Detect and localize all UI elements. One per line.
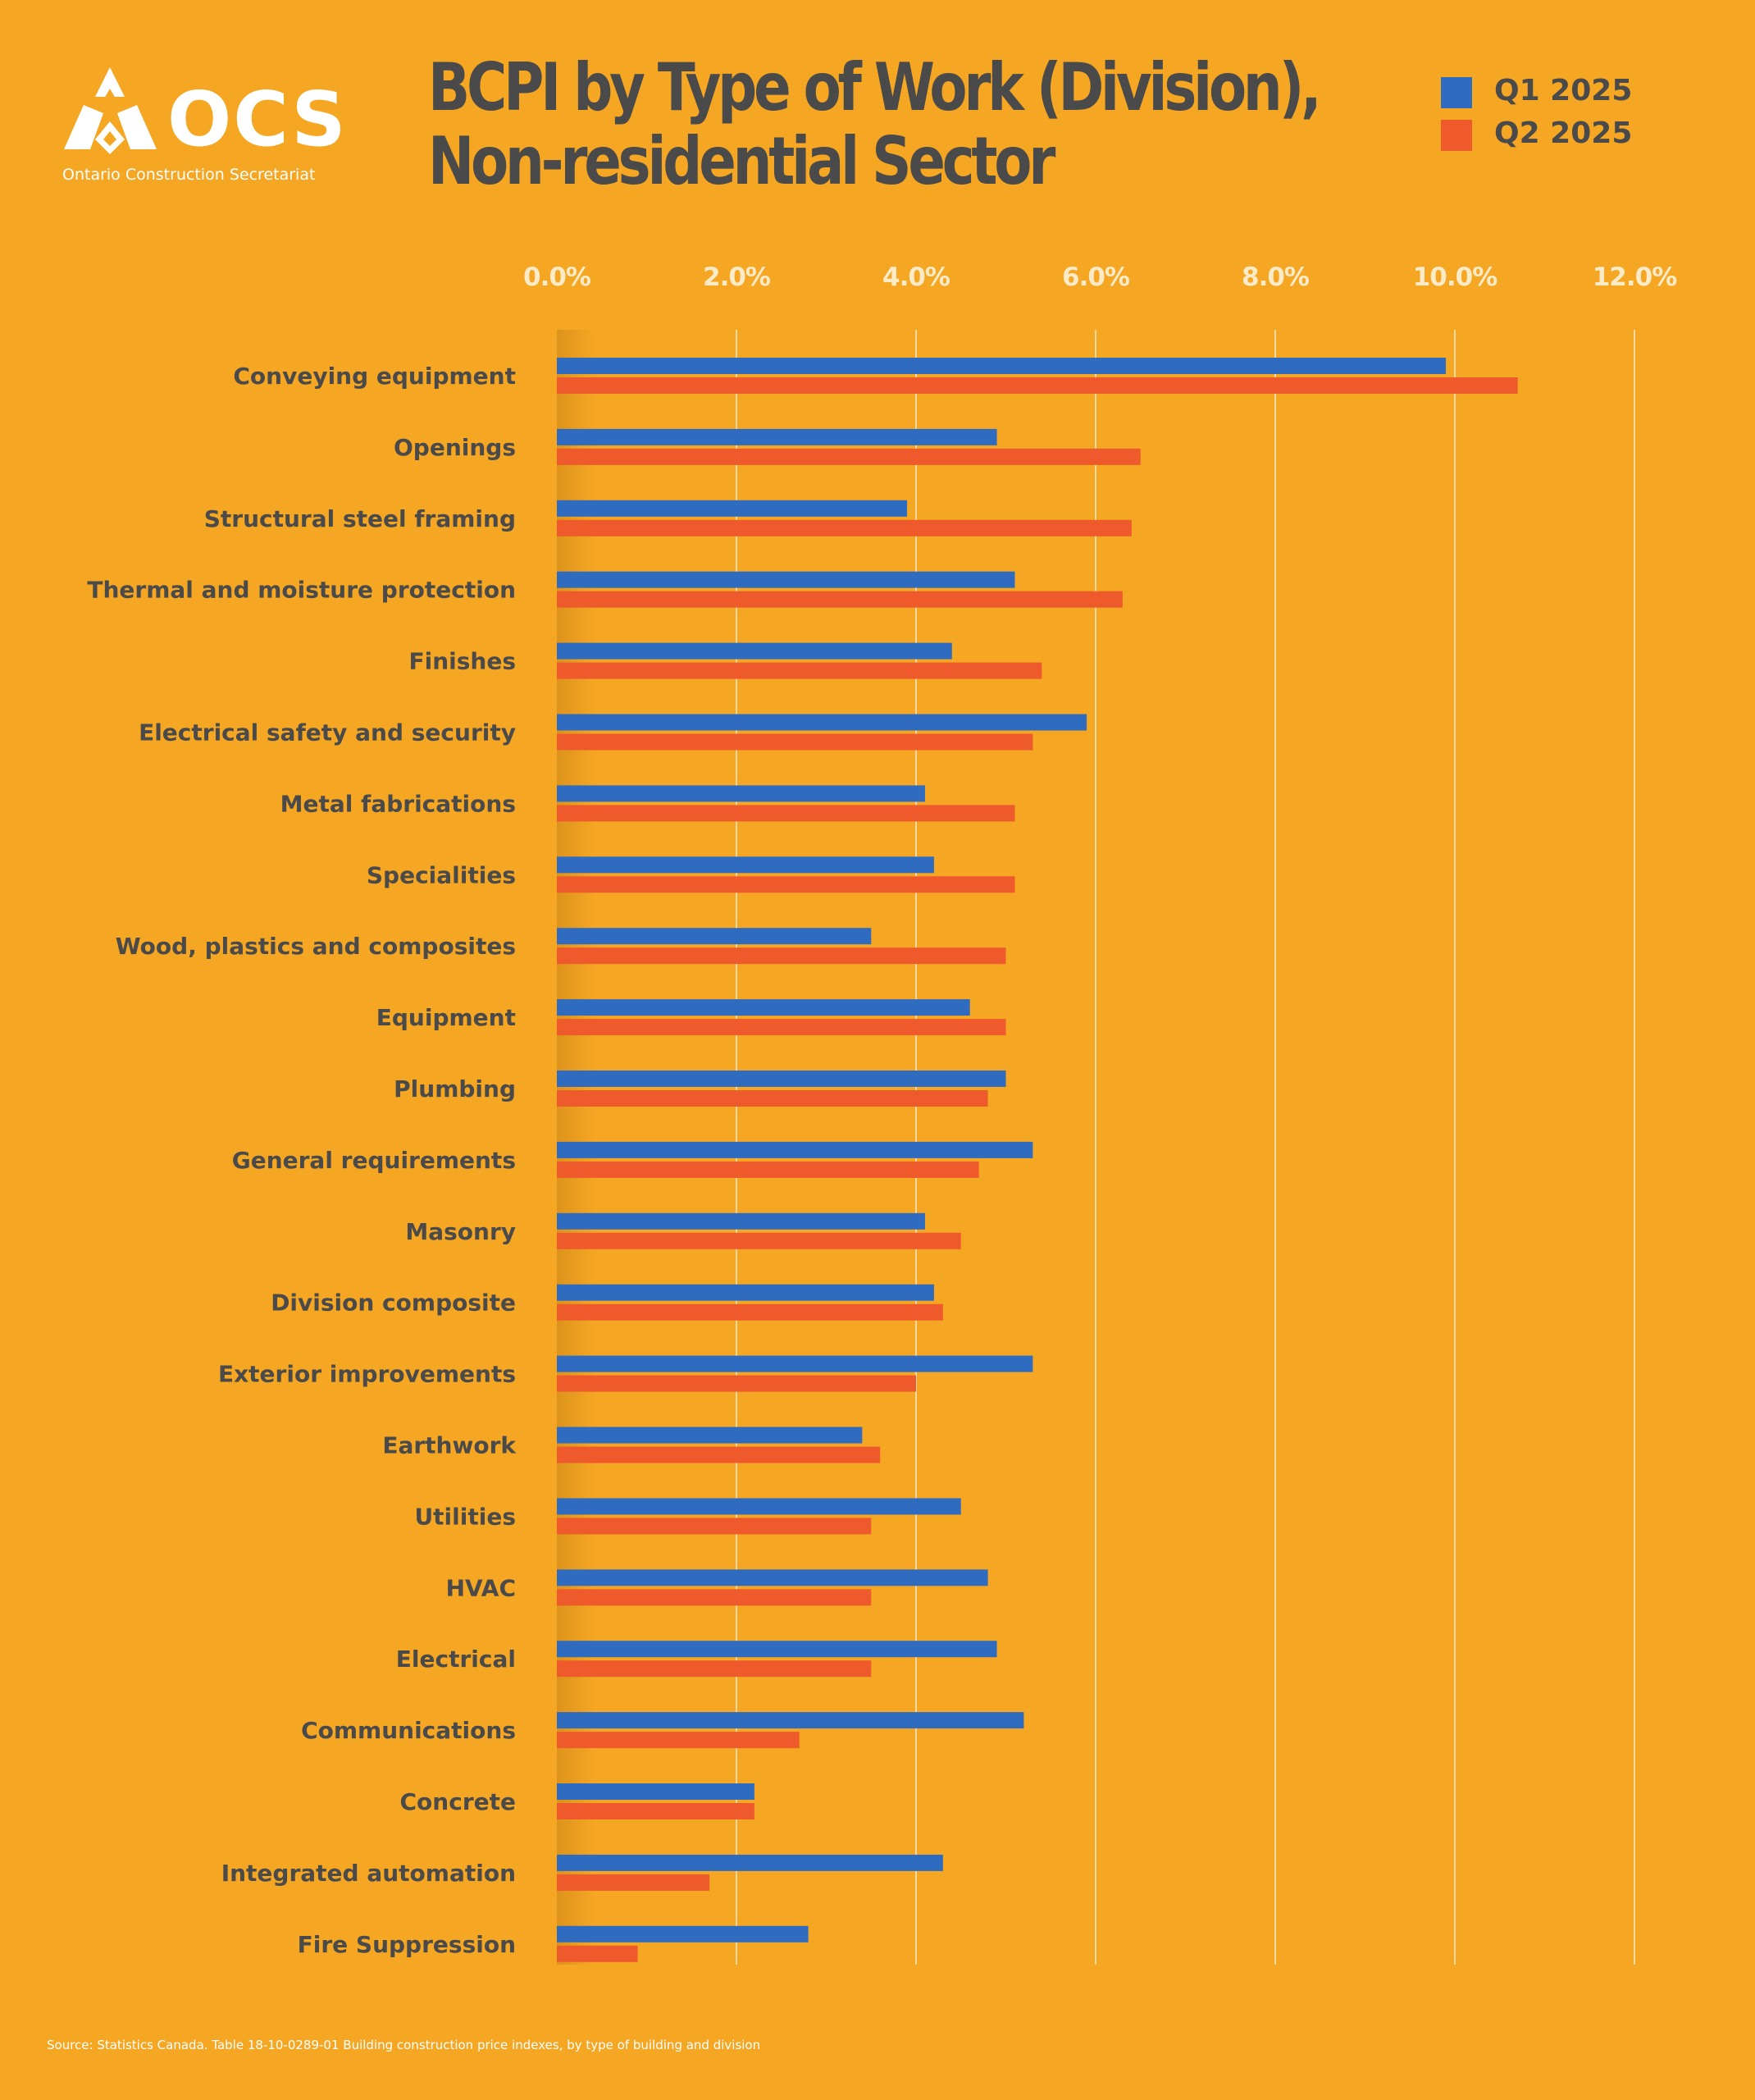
bar-q2 xyxy=(557,1303,943,1321)
category-label: Electrical xyxy=(396,1646,516,1673)
bar-q2 xyxy=(557,1019,1006,1036)
bar-q1 xyxy=(557,928,872,945)
bar-q1 xyxy=(557,1498,961,1515)
category-label: Electrical safety and security xyxy=(139,719,516,746)
chart-title-line-2: Non-residential Sector xyxy=(428,123,1055,199)
bar-q2 xyxy=(557,377,1518,394)
category-label: Concrete xyxy=(400,1788,517,1815)
logo-subtitle: Ontario Construction Secretariat xyxy=(62,166,316,184)
bar-q1 xyxy=(557,785,925,802)
x-tick-label: 12.0% xyxy=(1593,262,1677,292)
chart-title-line-1: BCPI by Type of Work (Division), xyxy=(428,49,1322,126)
category-label: Fire Suppression xyxy=(298,1931,516,1958)
chart-title: BCPI by Type of Work (Division), Non-res… xyxy=(428,49,1322,199)
bar-q2 xyxy=(557,1589,872,1606)
bar-q1 xyxy=(557,1641,997,1658)
bar-q1 xyxy=(557,642,952,660)
bar-q2 xyxy=(557,1446,881,1463)
category-label: General requirements xyxy=(232,1147,516,1174)
bar-q1 xyxy=(557,1712,1024,1729)
x-tick-label: 6.0% xyxy=(1062,262,1130,292)
category-label: Communications xyxy=(301,1717,516,1744)
bar-q1 xyxy=(557,358,1447,374)
bar-q2 xyxy=(557,1803,754,1819)
ocs-logo-icon xyxy=(64,67,157,154)
bar-chart: 0.0% 2.0% 4.0% 6.0% 8.0% 10.0% 12.0% Conveying… xyxy=(87,262,1678,1965)
bar-q2 xyxy=(557,876,1015,893)
bar-q1 xyxy=(557,1783,754,1800)
category-label: Specialities xyxy=(367,861,516,888)
x-tick-label: 4.0% xyxy=(882,262,950,292)
bar-q2 xyxy=(557,662,1042,679)
bar-q2 xyxy=(557,1090,988,1107)
logo-text: OCS xyxy=(167,75,348,163)
category-label: Integrated automation xyxy=(221,1860,516,1887)
bar-q2 xyxy=(557,947,1006,965)
bar-q1 xyxy=(557,428,997,445)
bar-q1 xyxy=(557,1427,863,1444)
category-label: Metal fabrications xyxy=(280,790,516,817)
bar-q2 xyxy=(557,1375,916,1392)
bar-q1 xyxy=(557,1925,809,1942)
category-label: Plumbing xyxy=(394,1075,516,1102)
legend-label-q1: Q1 2025 xyxy=(1494,74,1633,107)
category-label: Wood, plastics and composites xyxy=(116,933,516,960)
bar-q1 xyxy=(557,571,1015,588)
legend-label-q2: Q2 2025 xyxy=(1494,116,1633,150)
bar-q2 xyxy=(557,448,1141,465)
bar-q1 xyxy=(557,1141,1033,1158)
bar-q2 xyxy=(557,1660,872,1678)
bar-q1 xyxy=(557,1071,1006,1087)
bar-q1 xyxy=(557,999,970,1016)
bar-q1 xyxy=(557,856,934,874)
category-label: Finishes xyxy=(408,648,516,675)
category-label: Masonry xyxy=(405,1218,516,1245)
bar-q2 xyxy=(557,805,1015,822)
legend-swatch-q1 xyxy=(1441,77,1472,108)
x-tick-label: 10.0% xyxy=(1413,262,1497,292)
bar-q2 xyxy=(557,1518,872,1535)
category-label: Utilities xyxy=(414,1503,516,1530)
bar-q2 xyxy=(557,1161,979,1178)
bar-q2 xyxy=(557,733,1033,751)
ocs-logo: OCS Ontario Construction Secretariat xyxy=(59,64,346,195)
bar-q1 xyxy=(557,1569,988,1586)
x-tick-label: 2.0% xyxy=(703,262,771,292)
bar-q1 xyxy=(557,1284,934,1301)
bar-q1 xyxy=(557,1854,943,1871)
category-label: Division composite xyxy=(271,1290,516,1317)
category-label: Equipment xyxy=(376,1004,516,1031)
bar-q2 xyxy=(557,1232,961,1249)
category-label: HVAC xyxy=(446,1574,516,1601)
bar-q1 xyxy=(557,1212,925,1230)
category-label: Exterior improvements xyxy=(218,1361,516,1388)
bar-q1 xyxy=(557,714,1087,731)
bar-q2 xyxy=(557,1874,710,1891)
category-label: Structural steel framing xyxy=(204,505,516,532)
category-label: Earthwork xyxy=(382,1432,517,1459)
bar-q1 xyxy=(557,500,908,517)
category-label: Openings xyxy=(394,434,516,461)
legend-swatch-q2 xyxy=(1441,120,1472,151)
bar-q1 xyxy=(557,1355,1033,1372)
bar-q2 xyxy=(557,1732,800,1749)
bar-q2 xyxy=(557,519,1132,536)
source-note: Source: Statistics Canada. Table 18-10-0… xyxy=(47,2038,761,2052)
x-tick-label: 0.0% xyxy=(523,262,591,292)
category-label: Thermal and moisture protection xyxy=(87,577,516,604)
category-label: Conveying equipment xyxy=(233,363,516,390)
x-tick-label: 8.0% xyxy=(1242,262,1310,292)
bar-q2 xyxy=(557,1945,638,1962)
bar-q2 xyxy=(557,591,1123,608)
